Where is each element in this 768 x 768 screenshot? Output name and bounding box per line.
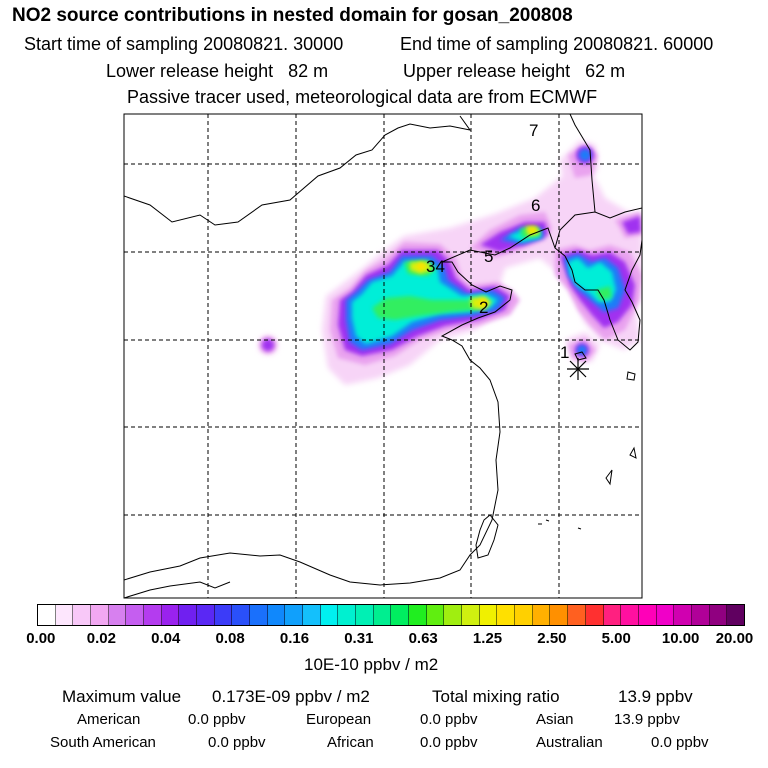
page-title: NO2 source contributions in nested domai… (12, 5, 573, 26)
colorbar-cell (320, 605, 339, 625)
colorbar-cell (356, 605, 374, 625)
colorbar-cell (409, 605, 427, 625)
colorbar-cell (214, 605, 233, 625)
colorbar-cell (691, 605, 710, 625)
colorbar-unit: 10E-10 ppbv / m2 (304, 655, 439, 674)
colorbar-cell (144, 605, 162, 625)
region-value: 0.0 ppbv (420, 734, 478, 751)
colorbar-cell (161, 605, 180, 625)
region-value: 0.0 ppbv (420, 711, 478, 728)
colorbar-cell (267, 605, 286, 625)
sampling-end: End time of sampling 20080821. 60000 (400, 34, 714, 54)
tracer-note: Passive tracer used, meteorological data… (127, 87, 598, 107)
region-name: Australian (536, 734, 603, 751)
region-name: African (327, 734, 374, 751)
region-value: 0.0 ppbv (188, 711, 246, 728)
colorbar-cell (126, 605, 145, 625)
max-value: 0.173E-09 ppbv / m2 (212, 687, 370, 706)
colorbar-cell (674, 605, 692, 625)
colorbar-cell (532, 605, 551, 625)
max-value-label: Maximum value (62, 687, 182, 706)
colorbar (37, 604, 745, 626)
colorbar-tick-label: 2.50 (537, 630, 567, 647)
region-name: European (306, 711, 372, 728)
colorbar-cell (462, 605, 480, 625)
colorbar-tick-label: 1.25 (472, 630, 503, 647)
colorbar-tick-label: 0.02 (86, 630, 116, 647)
colorbar-cell (285, 605, 304, 625)
region-name: American (77, 711, 141, 728)
colorbar-tick-label: 0.63 (408, 630, 438, 647)
plume-layer (258, 140, 642, 385)
colorbar-tick-label: 20.00 (715, 630, 754, 647)
colorbar-cell (373, 605, 392, 625)
total-mixing-label: Total mixing ratio (432, 687, 560, 706)
colorbar-cell (497, 605, 516, 625)
colorbar-cell (550, 605, 569, 625)
source-label-1: 1 (560, 343, 569, 362)
colorbar-cell (38, 605, 56, 625)
colorbar-tick-label: 5.00 (601, 630, 631, 647)
colorbar-cell (585, 605, 604, 625)
release-upper: Upper release height 62 m (403, 61, 626, 81)
colorbar-tick-label: 0.04 (151, 630, 181, 647)
colorbar-cell (515, 605, 533, 625)
source-label-6: 6 (531, 196, 540, 215)
colorbar-tick-label: 0.00 (26, 630, 56, 647)
colorbar-cell (444, 605, 463, 625)
colorbar-tick-label: 0.31 (344, 630, 374, 647)
colorbar-tick-label: 10.00 (661, 630, 700, 647)
region-name: South American (50, 734, 156, 751)
colorbar-cell (426, 605, 445, 625)
colorbar-cell (603, 605, 622, 625)
colorbar-cell (197, 605, 215, 625)
graticule (124, 114, 642, 598)
source-label-5: 5 (484, 247, 493, 266)
map-frame (123, 113, 643, 599)
colorbar-cell (232, 605, 251, 625)
colorbar-cell (568, 605, 586, 625)
colorbar-cell (391, 605, 410, 625)
release-lower: Lower release height 82 m (106, 61, 329, 81)
source-label-2: 2 (479, 298, 488, 317)
source-label-34: 34 (426, 257, 445, 276)
colorbar-cell (727, 605, 744, 625)
region-name: Asian (536, 711, 574, 728)
colorbar-cell (108, 605, 127, 625)
colorbar-cell (55, 605, 74, 625)
colorbar-cell (179, 605, 198, 625)
total-mixing-value: 13.9 ppbv (618, 687, 693, 706)
region-value: 0.0 ppbv (651, 734, 709, 751)
colorbar-cell (709, 605, 728, 625)
region-value: 13.9 ppbv (614, 711, 680, 728)
source-label-7: 7 (529, 121, 538, 140)
coastline-layer (124, 114, 642, 598)
star-burst-icon (567, 358, 589, 380)
colorbar-cell (303, 605, 321, 625)
colorbar-tick-label: 0.16 (279, 630, 310, 647)
colorbar-cell (621, 605, 639, 625)
colorbar-cell (338, 605, 357, 625)
colorbar-cell (91, 605, 109, 625)
colorbar-cell (479, 605, 498, 625)
sampling-start: Start time of sampling 20080821. 30000 (24, 34, 344, 54)
colorbar-cell (638, 605, 657, 625)
colorbar-cell (656, 605, 675, 625)
colorbar-tick-label: 0.08 (215, 630, 245, 647)
region-value: 0.0 ppbv (208, 734, 266, 751)
colorbar-cell (73, 605, 92, 625)
colorbar-cell (250, 605, 268, 625)
